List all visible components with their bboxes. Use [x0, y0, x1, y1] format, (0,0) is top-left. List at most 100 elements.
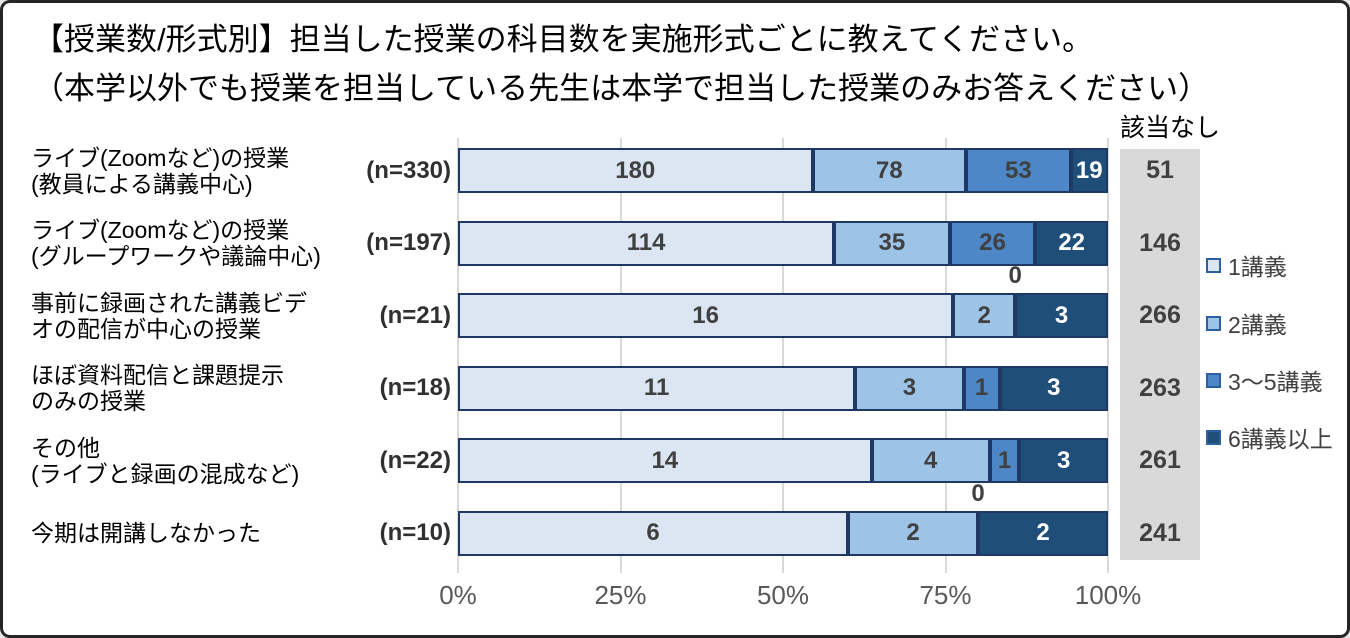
bar-segment-4-3: 3 — [1019, 438, 1108, 483]
bar-row-5: 今期は開講しなかった (n=10) 6 2 0 2 241 — [3, 480, 1347, 556]
chart-title-line2: （本学以外でも授業を担当している先生は本学で担当した授業のみお答えください） — [33, 71, 1210, 106]
stacked-bar-chart: 該当なし ライブ(Zoomなど)の授業 (教員による講義中心) (n=330) 180… — [3, 3, 1347, 635]
bar-segment-1-1: 35 — [834, 220, 950, 266]
sample-size-label-0: (n=330) — [366, 156, 451, 184]
legend-label: 6講義以上 — [1228, 426, 1333, 452]
bar-segment-4-0: 14 — [458, 438, 872, 483]
category-label-line: 事前に録画された講義ビデ — [31, 289, 307, 316]
na-value-1: 146 — [1139, 228, 1181, 257]
bar-segment-1-3: 22 — [1035, 220, 1108, 266]
stacked-bar-0: 180 78 53 19 — [458, 148, 1108, 193]
bar-segment-value: 35 — [878, 229, 906, 256]
chart-title-line1: 【授業数/形式別】担当した授業の科目数を実施形式ごとに教えてください。 — [33, 22, 1094, 57]
legend-swatch-icon — [1206, 257, 1221, 273]
bar-segment-value: 1 — [997, 446, 1012, 474]
x-tick-label-4: 100% — [1074, 580, 1142, 610]
bar-segment-0-1: 78 — [812, 148, 967, 193]
bar-segment-3-1: 3 — [855, 365, 964, 411]
legend-label: 1講義 — [1228, 254, 1287, 280]
sample-size-label-2: (n=21) — [379, 301, 451, 329]
na-column-background — [1120, 149, 1200, 560]
bar-segment-1-2: 26 — [949, 220, 1036, 266]
sample-size-label-3: (n=18) — [379, 374, 451, 401]
stacked-bar-4: 14 4 1 3 — [458, 438, 1108, 483]
bar-segment-5-3: 2 — [978, 510, 1108, 556]
bar-segment-4-1: 4 — [871, 438, 990, 483]
legend-item-3: 6講義以上 — [1206, 422, 1333, 452]
sample-size-label-4: (n=22) — [379, 446, 451, 474]
na-value-3: 263 — [1139, 373, 1181, 402]
bar-segment-value: 3 — [1056, 446, 1071, 474]
bar-segment-value: 14 — [651, 446, 679, 474]
na-value-5: 241 — [1139, 518, 1181, 547]
bar-segment-value: 3 — [902, 374, 917, 401]
legend-swatch-icon — [1206, 429, 1221, 445]
sample-size-label-5: (n=10) — [379, 519, 451, 546]
category-label-line: (グループワークや議論中心) — [31, 243, 321, 269]
bar-segment-value: 114 — [626, 229, 666, 256]
stacked-bar-2: 16 2 0 3 — [458, 262, 1108, 338]
bar-segment-value: 2 — [1036, 519, 1050, 546]
gridline-0 — [457, 138, 459, 573]
category-label-line: ライブ(Zoomなど)の授業 — [31, 144, 290, 171]
bar-segment-value: 53 — [1005, 156, 1032, 184]
zero-value-label-2-2: 0 — [1008, 262, 1022, 289]
category-label-4: その他 (ライブと録画の混成など) — [31, 434, 356, 487]
na-value-2: 266 — [1139, 301, 1181, 329]
category-label-3: ほぼ資料配信と課題提示 のみの授業 — [31, 362, 356, 414]
bar-segment-value: 6 — [646, 519, 660, 546]
zero-value-label-5-2: 0 — [971, 479, 985, 507]
na-value-4: 261 — [1139, 446, 1181, 474]
bar-segment-value: 3 — [1054, 301, 1069, 329]
bar-segment-4-2: 1 — [989, 438, 1020, 483]
category-label-5: 今期は開講しなかった — [31, 511, 356, 556]
sample-size-label-1: (n=197) — [366, 229, 451, 256]
bar-segment-value: 3 — [1047, 374, 1061, 401]
legend-swatch-icon — [1206, 315, 1221, 331]
bar-segment-2-3: 3 — [1015, 293, 1108, 338]
category-label-1: ライブ(Zoomなど)の授業 (グループワークや議論中心) — [31, 217, 356, 269]
bar-segment-value: 1 — [974, 374, 989, 401]
category-label-line: その他 — [31, 434, 100, 461]
bar-segment-5-1: 2 — [848, 510, 978, 556]
x-tick-label-1: 25% — [594, 580, 647, 610]
legend-item-2: 3〜5講義 — [1206, 365, 1323, 395]
bar-segment-3-3: 3 — [999, 365, 1108, 411]
bar-segment-value: 4 — [924, 446, 938, 474]
bar-row-1: ライブ(Zoomなど)の授業 (グループワークや議論中心) (n=197) 114 35… — [3, 217, 1347, 269]
gridline-4 — [1107, 138, 1109, 573]
category-label-line: ほぼ資料配信と課題提示 — [31, 362, 284, 388]
stacked-bar-3: 11 3 1 3 — [458, 365, 1108, 411]
bar-segment-2-0: 16 — [458, 293, 954, 338]
na-column-header: 該当なし — [1120, 114, 1221, 142]
x-tick-label-0: 0% — [439, 580, 477, 610]
bar-segment-value: 78 — [875, 156, 903, 184]
legend-item-0: 1講義 — [1206, 250, 1287, 280]
x-tick-label-3: 75% — [919, 580, 972, 610]
x-tick-label-2: 50% — [756, 580, 810, 610]
bar-segment-2-1: 2 — [953, 293, 1016, 338]
gridline-1 — [619, 138, 622, 573]
gridline-2 — [782, 138, 784, 573]
chart-title: 【授業数/形式別】担当した授業の科目数を実施形式ごとに教えてください。 （本学以… — [33, 15, 1209, 113]
bar-segment-value: 2 — [977, 301, 991, 329]
bar-segment-value: 11 — [643, 374, 670, 401]
category-label-line: (ライブと録画の混成など) — [31, 460, 300, 487]
bar-row-0: ライブ(Zoomなど)の授業 (教員による講義中心) (n=330) 180 78 53 1… — [3, 144, 1347, 197]
na-value-0: 51 — [1146, 156, 1174, 184]
category-label-line: (教員による講義中心) — [31, 170, 253, 197]
legend-item-1: 2講義 — [1206, 308, 1287, 338]
gridline-3 — [944, 138, 947, 573]
legend-swatch-icon — [1206, 372, 1221, 388]
category-label-line: ライブ(Zoomなど)の授業 — [31, 217, 290, 243]
bar-segment-3-2: 1 — [963, 365, 1000, 411]
category-label-line: のみの授業 — [31, 388, 146, 414]
bar-segment-value: 180 — [615, 156, 656, 184]
stacked-bar-1: 114 35 26 22 — [458, 220, 1108, 266]
bar-segment-0-2: 53 — [966, 148, 1071, 193]
legend-label: 3〜5講義 — [1228, 369, 1323, 395]
bar-segment-value: 26 — [979, 229, 1006, 256]
bar-segment-5-0: 6 — [458, 510, 848, 556]
bar-segment-0-3: 19 — [1070, 148, 1108, 193]
